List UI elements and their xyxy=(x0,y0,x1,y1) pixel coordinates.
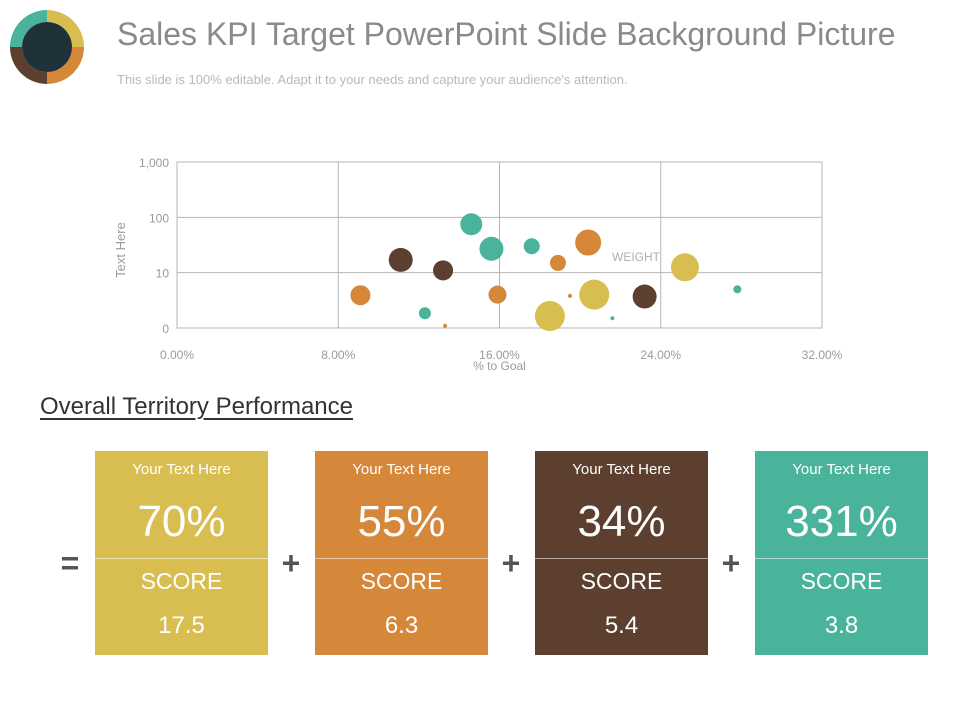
plus-operator-1: + xyxy=(281,545,301,581)
bubble-point xyxy=(579,279,610,310)
y-axis-title: Text Here xyxy=(113,222,128,278)
kpi-card-1: Your Text Here 70% SCORE 17.5 xyxy=(95,451,268,655)
bubble-point xyxy=(534,300,565,331)
card-divider xyxy=(755,558,928,559)
bubble-point xyxy=(549,254,566,271)
kpi-card-3: Your Text Here 34% SCORE 5.4 xyxy=(535,451,708,655)
bubble-point xyxy=(733,285,742,294)
logo-segment-yellow xyxy=(47,10,84,47)
page-subtitle: This slide is 100% editable. Adapt it to… xyxy=(117,72,628,87)
x-tick-label: 16.00% xyxy=(479,348,520,362)
x-axis-title: % to Goal xyxy=(473,359,526,373)
card-score-value: 3.8 xyxy=(824,612,859,639)
card-percent: 34% xyxy=(577,497,666,546)
card-caption: Your Text Here xyxy=(792,461,891,478)
equals-operator: = xyxy=(60,545,80,581)
plus-operator-2: + xyxy=(501,545,521,581)
card-percent: 55% xyxy=(357,497,446,546)
card-divider xyxy=(535,558,708,559)
y-tick-label: 100 xyxy=(149,211,169,225)
weight-annotation: WEIGHT xyxy=(612,250,661,264)
kpi-card-2: Your Text Here 55% SCORE 6.3 xyxy=(315,451,488,655)
bubble-point xyxy=(568,293,573,298)
logo-segment-teal xyxy=(10,10,47,47)
card-score-label: SCORE xyxy=(580,568,663,594)
bubble-point xyxy=(388,247,413,272)
bubble-point xyxy=(460,213,483,236)
y-tick-label: 1,000 xyxy=(139,156,169,170)
bubble-chart: 0.00% 8.00% 16.00% 24.00% 32.00% 0 10 100 1,000%… xyxy=(113,156,843,373)
logo-segment-orange xyxy=(47,47,84,84)
card-caption: Your Text Here xyxy=(132,461,231,478)
card-score-value: 17.5 xyxy=(158,612,205,639)
bubble-point xyxy=(479,236,504,261)
card-score-label: SCORE xyxy=(800,568,883,594)
ring-logo-icon xyxy=(10,10,84,84)
x-tick-label: 0.00% xyxy=(160,348,194,362)
plus-operator-3: + xyxy=(721,545,741,581)
card-score-label: SCORE xyxy=(360,568,443,594)
page-title: Sales KPI Target PowerPoint Slide Backgr… xyxy=(117,16,896,52)
card-divider xyxy=(95,558,268,559)
card-percent: 70% xyxy=(137,497,226,546)
bubble-point xyxy=(443,323,448,328)
x-tick-label: 24.00% xyxy=(640,348,681,362)
bubble-point xyxy=(350,285,371,306)
bubble-point xyxy=(433,260,454,281)
bubble-point xyxy=(632,284,657,309)
card-score-value: 6.3 xyxy=(384,612,419,639)
x-tick-label: 32.00% xyxy=(802,348,843,362)
bubble-point xyxy=(670,253,699,282)
section-title: Overall Territory Performance xyxy=(40,393,353,420)
card-caption: Your Text Here xyxy=(572,461,671,478)
y-tick-label: 10 xyxy=(156,267,170,281)
card-score-label: SCORE xyxy=(140,568,223,594)
bubble-point xyxy=(610,316,615,321)
logo-segment-brown xyxy=(10,47,47,84)
card-score-value: 5.4 xyxy=(604,612,639,639)
kpi-card-4: Your Text Here 331% SCORE 3.8 xyxy=(755,451,928,655)
x-tick-label: 8.00% xyxy=(321,348,355,362)
logo-center xyxy=(22,22,72,72)
card-percent: 331% xyxy=(785,497,898,546)
card-caption: Your Text Here xyxy=(352,461,451,478)
bubble-point xyxy=(418,307,431,320)
y-tick-label: 0 xyxy=(162,322,169,336)
bubble-point xyxy=(488,285,507,304)
bubble-point xyxy=(575,229,602,256)
card-divider xyxy=(315,558,488,559)
bubble-point xyxy=(523,238,540,255)
